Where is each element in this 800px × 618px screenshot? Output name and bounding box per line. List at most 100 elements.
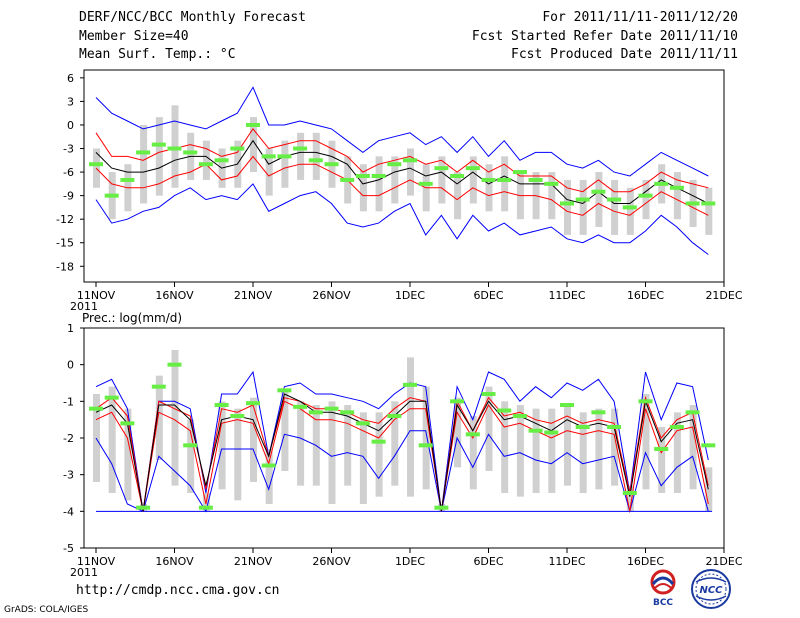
- deterministic-marker: [104, 193, 119, 198]
- range-bar: [548, 172, 556, 220]
- precip-panel-title: Prec.: log(mm/d): [82, 311, 182, 325]
- range-bar: [155, 117, 163, 196]
- y-tick-label: -9: [63, 190, 74, 203]
- deterministic-marker: [638, 399, 653, 404]
- x-tick-label: 26NOV: [312, 555, 351, 568]
- deterministic-marker: [183, 443, 198, 448]
- range-bar: [501, 156, 509, 212]
- range-bar: [595, 408, 603, 490]
- deterministic-marker: [214, 158, 229, 163]
- ncc-logo-text: NCC: [699, 585, 723, 596]
- range-bar: [579, 412, 587, 493]
- range-bar: [187, 419, 195, 493]
- title-line-1: DERF/NCC/BCC Monthly Forecast: [79, 10, 306, 25]
- range-bar: [705, 187, 713, 235]
- range-bar: [359, 412, 367, 504]
- deterministic-marker: [669, 425, 684, 429]
- range-bar: [281, 140, 289, 188]
- range-bar: [422, 386, 430, 490]
- range-bar: [501, 401, 509, 493]
- range-bar: [642, 394, 650, 490]
- range-bar: [469, 156, 477, 204]
- range-bar: [579, 179, 587, 235]
- range-bar: [359, 164, 367, 212]
- range-bar: [265, 449, 273, 504]
- series-inner-low: [95, 155, 709, 216]
- deterministic-marker: [497, 177, 512, 182]
- x-tick-label: 16DEC: [627, 289, 664, 302]
- range-bar: [673, 172, 681, 220]
- x-tick-label: 11NOV: [77, 289, 116, 302]
- deterministic-marker: [151, 142, 166, 147]
- y-tick-label: 3: [67, 95, 74, 108]
- y-tick-label: -3: [63, 469, 74, 482]
- deterministic-marker: [246, 401, 260, 406]
- x-tick-label: 11NOV: [77, 555, 116, 568]
- deterministic-marker: [544, 430, 559, 435]
- deterministic-marker: [654, 447, 669, 451]
- series-median: [95, 139, 709, 205]
- deterministic-marker: [151, 384, 166, 389]
- deterministic-marker: [293, 146, 308, 151]
- deterministic-marker: [198, 505, 213, 510]
- y-tick-label: 1: [67, 322, 74, 335]
- range-bar: [407, 148, 414, 196]
- deterministic-marker: [434, 505, 449, 510]
- range-bar: [250, 117, 257, 173]
- range-bar: [375, 156, 383, 212]
- range-bar: [516, 405, 524, 497]
- deterministic-marker: [465, 432, 480, 437]
- deterministic-marker: [669, 185, 684, 190]
- deterministic-marker: [607, 425, 622, 429]
- range-bar: [485, 386, 493, 471]
- range-bar: [689, 405, 697, 490]
- y-tick-label: 6: [67, 72, 74, 85]
- deterministic-marker: [528, 428, 543, 433]
- y-tick-label: -15: [56, 237, 74, 250]
- period-line-2: Fcst Started Refer Date 2011/11/10: [471, 29, 738, 44]
- range-bar: [375, 412, 383, 497]
- range-bar: [626, 485, 634, 512]
- range-bar: [673, 412, 681, 493]
- range-bar: [344, 405, 352, 486]
- range-bar: [532, 408, 540, 493]
- bcc-logo: BCC: [650, 569, 676, 608]
- deterministic-marker: [481, 177, 496, 182]
- deterministic-marker: [120, 421, 135, 426]
- range-bar: [469, 416, 477, 490]
- deterministic-marker: [277, 388, 292, 393]
- deterministic-marker: [622, 205, 637, 210]
- deterministic-marker: [261, 154, 276, 159]
- deterministic-marker: [89, 162, 103, 167]
- grads-credit: GrADS: COLA/IGES: [4, 605, 89, 615]
- deterministic-marker: [324, 162, 339, 167]
- range-bar: [312, 132, 320, 180]
- deterministic-marker: [607, 197, 622, 202]
- x-tick-label: 11DEC: [548, 289, 585, 302]
- deterministic-marker: [324, 406, 339, 411]
- title-line-3: Mean Surf. Temp.: °C: [79, 47, 236, 62]
- deterministic-marker: [701, 201, 716, 206]
- deterministic-marker: [89, 406, 103, 411]
- deterministic-marker: [654, 181, 669, 186]
- deterministic-marker: [544, 181, 559, 186]
- x-tick-label: 1DEC: [395, 555, 425, 568]
- series-outer-low: [95, 430, 709, 514]
- x-tick-label: 16DEC: [627, 555, 664, 568]
- source-url[interactable]: http://cmdp.ncc.cma.gov.cn: [76, 583, 280, 598]
- y-tick-label: -12: [56, 213, 74, 226]
- deterministic-marker: [418, 443, 433, 448]
- x-tick-label: 21NOV: [234, 555, 273, 568]
- deterministic-marker: [685, 201, 700, 206]
- deterministic-marker: [167, 146, 182, 151]
- ncc-logo: NCC: [691, 569, 731, 609]
- deterministic-marker: [136, 505, 151, 510]
- range-bar: [234, 408, 242, 501]
- deterministic-marker: [481, 392, 496, 396]
- deterministic-marker: [136, 150, 151, 155]
- deterministic-marker: [104, 395, 119, 400]
- series-outer-low: [95, 183, 709, 255]
- range-bar: [705, 467, 713, 512]
- deterministic-marker: [450, 174, 465, 178]
